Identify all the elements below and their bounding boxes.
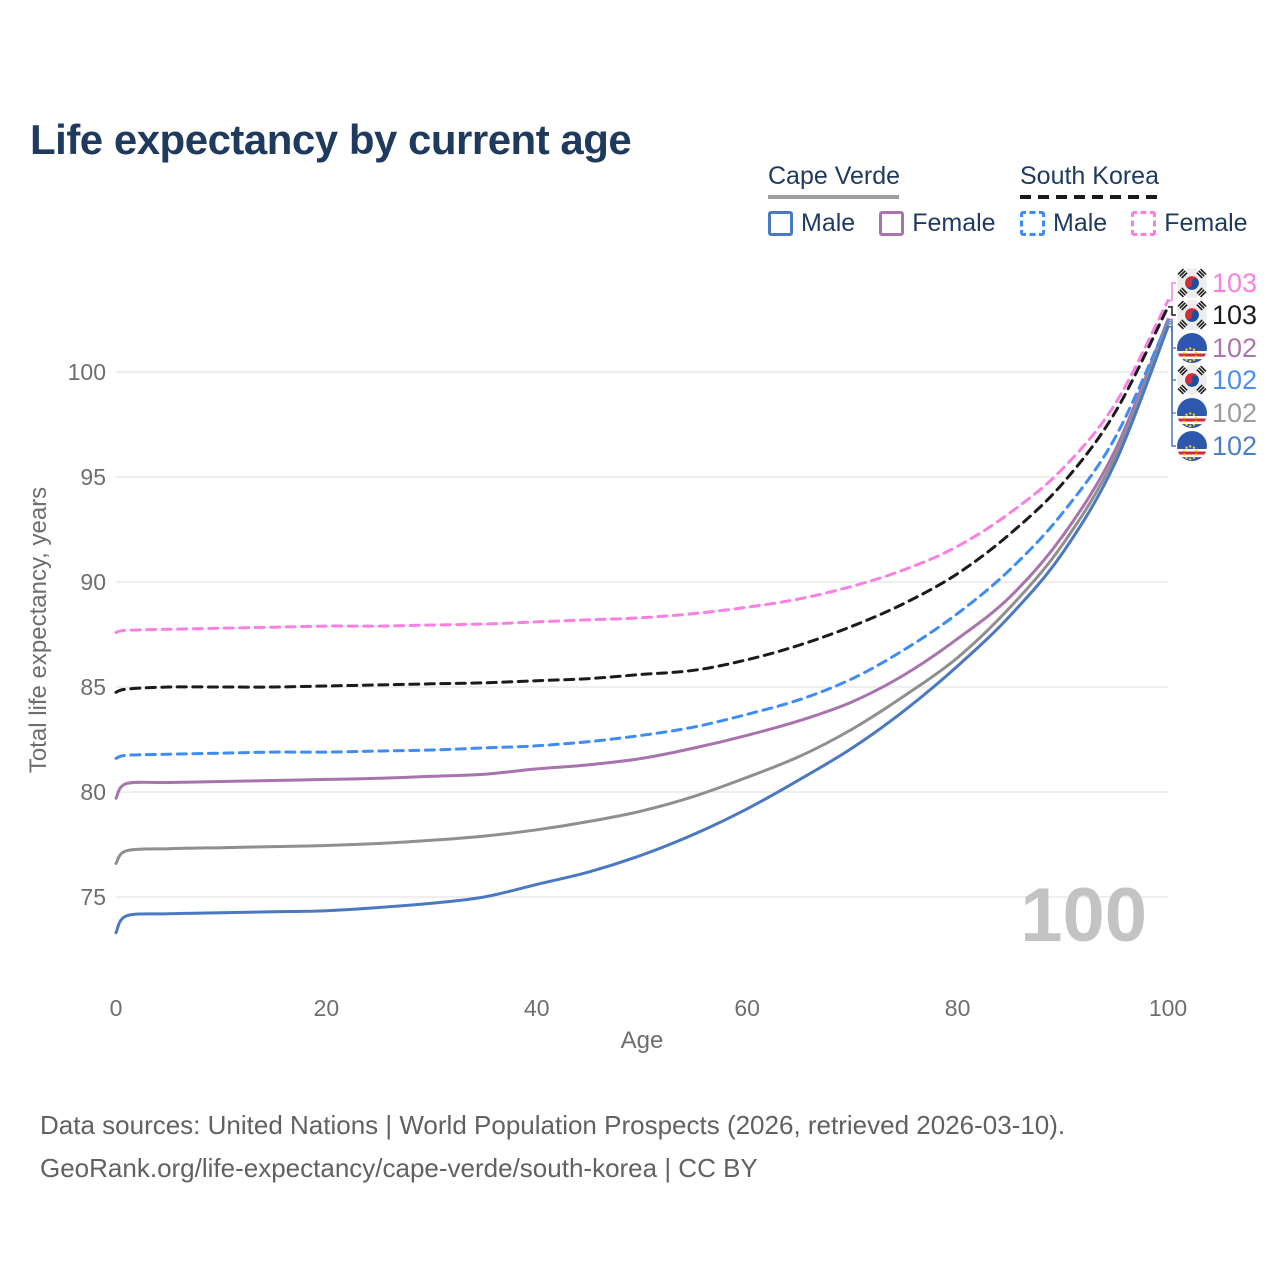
footer-source-line: Data sources: United Nations | World Pop… (40, 1110, 1066, 1140)
end-value-label-south-korea-female: 103 (1212, 268, 1257, 298)
legend-checkbox[interactable] (1131, 210, 1157, 236)
x-tick-label: 0 (110, 995, 123, 1021)
x-tick-label: 40 (524, 995, 550, 1021)
legend-item-cape-verde-female[interactable]: Female (879, 208, 996, 238)
x-tick-label: 80 (945, 995, 971, 1021)
footer-attribution-line: GeoRank.org/life-expectancy/cape-verde/s… (40, 1153, 758, 1183)
legend-dashed-line-sample (1020, 194, 1162, 199)
x-tick-label: 20 (314, 995, 340, 1021)
series-line-south-korea-male[interactable] (114, 320, 1170, 760)
flag-cape-verde-icon (1177, 398, 1207, 428)
end-value-label-south-korea: 103 (1212, 300, 1257, 330)
legend-checkbox[interactable] (1020, 210, 1045, 236)
legend-country-label: Cape Verde (768, 162, 901, 190)
legend-item-label: Female (1164, 208, 1248, 237)
series-line-south-korea[interactable] (114, 305, 1170, 694)
series-line-cape-verde[interactable] (114, 322, 1170, 865)
end-value-label-south-korea-male: 102 (1212, 365, 1257, 395)
legend-item-label: Male (1053, 208, 1108, 237)
y-axis-title: Total life expectancy, years (25, 487, 52, 773)
x-axis-title: Age (621, 1027, 664, 1054)
legend-checkbox[interactable] (879, 210, 905, 236)
flag-cape-verde-icon (1177, 431, 1207, 461)
series-line-cape-verde-female[interactable] (114, 318, 1170, 800)
callout-connector (1168, 306, 1176, 316)
legend-group-cape-verde: Cape Verde Male Female (768, 162, 996, 238)
y-tick-label: 80 (80, 779, 106, 805)
legend-item-south-korea-male[interactable]: Male (1020, 209, 1107, 238)
age-watermark: 100 (1020, 873, 1147, 958)
flag-cape-verde-icon (1177, 333, 1207, 363)
legend-item-cape-verde-male[interactable]: Male (768, 209, 855, 238)
x-tick-label: 100 (1149, 995, 1187, 1021)
callout-connector (1168, 282, 1176, 302)
legend-group-south-korea: South Korea Male Female (1020, 162, 1248, 238)
y-tick-label: 95 (80, 464, 106, 490)
x-tick-label: 60 (734, 995, 760, 1021)
legend-checkbox[interactable] (768, 210, 793, 236)
legend-item-label: Female (912, 208, 996, 237)
legend-item-label: Male (801, 208, 856, 237)
legend-item-south-korea-female[interactable]: Female (1131, 208, 1248, 238)
y-tick-label: 85 (80, 674, 106, 700)
series-line-cape-verde-male[interactable] (114, 325, 1170, 935)
end-value-label-cape-verde-male: 102 (1212, 431, 1257, 461)
callout-connector (1168, 326, 1176, 447)
y-tick-label: 90 (80, 569, 106, 595)
end-value-label-cape-verde: 102 (1212, 398, 1257, 428)
end-value-label-cape-verde-female: 102 (1212, 333, 1257, 363)
flag-south-korea-icon (1177, 365, 1207, 395)
y-tick-label: 100 (68, 359, 106, 385)
series-line-south-korea-female[interactable] (114, 299, 1170, 634)
page-title: Life expectancy by current age (30, 116, 632, 164)
footer: Data sources: United Nations | World Pop… (40, 1104, 1065, 1190)
legend-solid-line-sample (768, 194, 899, 199)
flag-south-korea-icon (1177, 268, 1207, 298)
flag-south-korea-icon (1177, 300, 1207, 330)
legend-country-label: South Korea (1020, 162, 1159, 190)
y-tick-label: 75 (80, 884, 106, 910)
